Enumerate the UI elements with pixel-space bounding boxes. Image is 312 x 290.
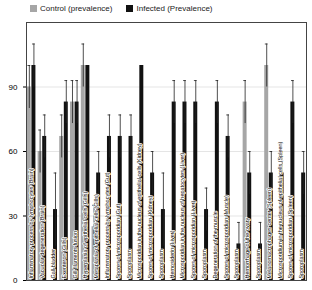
svg-text:Spores of microsporidian (Kidn: Spores of microsporidian (Kidney): [147, 195, 153, 278]
svg-text:60: 60: [9, 147, 18, 156]
svg-text:0: 0: [13, 276, 18, 285]
svg-text:Spores of microsporidian (Live: Spores of microsporidian (Liver): [190, 200, 196, 278]
svg-text:Hemorrhage of the ovary: Hemorrhage of the ovary: [244, 217, 250, 278]
html-text:Control (prevalence): Control (prevalence): [40, 3, 113, 13]
svg-text:Metaplasia of epithelial cells: Metaplasia of epithelial cells (Gills): [93, 194, 99, 279]
svg-text:Spores of microsporidian (Musc: Spores of microsporidian (Muscle): [223, 195, 229, 279]
svg-text:Sporoplasm: Sporoplasm: [158, 249, 164, 279]
svg-text:Exenteron (Gills): Exenteron (Gills): [61, 237, 67, 278]
svg-text:90: 90: [9, 83, 18, 92]
svg-text:Gill filaments fusion: Gill filaments fusion: [72, 231, 78, 279]
svg-text:Microsporidian in the nucleus: Microsporidian in the nucleus of hepatoc…: [179, 153, 185, 279]
svg-text:Gall bladder: Gall bladder: [50, 249, 56, 279]
svg-text:Hemosiderin (Liver): Hemosiderin (Liver): [169, 230, 175, 278]
svg-text:Hyperplasia of epithelial cell: Hyperplasia of epithelial cells (Gills): [82, 192, 88, 279]
svg-text:Spores of microsporidian (Gut): Spores of microsporidian (Gut): [115, 203, 121, 278]
svg-text:Inflammatory process by lympho: Inflammatory process by lymphocytes (Gut…: [104, 172, 110, 278]
html-text:Infected (Prevalence): Infected (Prevalence): [136, 3, 213, 13]
svg-text:Sporoplasm: Sporoplasm: [233, 249, 239, 279]
svg-text:Sporoplasm: Sporoplasm: [298, 249, 304, 279]
svg-text:Microsporidian in the nucleus: Microsporidian in the nucleus of epithel…: [136, 143, 142, 278]
svg-text:Inflammatory process by lympho: Inflammatory process by lymphocytes (Bra…: [28, 168, 34, 278]
svg-text:30: 30: [9, 212, 18, 221]
svg-text:Sporoplasm: Sporoplasm: [255, 249, 261, 279]
svg-text:Vacuolar degeneration (Brain): Vacuolar degeneration (Brain): [39, 205, 45, 278]
svg-text:Melanomacrophages center (Sple: Melanomacrophages center (Spleen): [266, 188, 272, 279]
svg-text:Spores of microsporidian (Sple: Spores of microsporidian (Spleen): [287, 195, 293, 278]
svg-text:Sporoplasm: Sporoplasm: [201, 249, 207, 279]
svg-text:Sporoplasm: Sporoplasm: [125, 249, 131, 279]
svg-text:Degeneration of the muscle: Degeneration of the muscle: [212, 211, 218, 278]
svg-text:Microsporidium in the nucleus: Microsporidium in the nucleus of epithel…: [277, 141, 283, 278]
